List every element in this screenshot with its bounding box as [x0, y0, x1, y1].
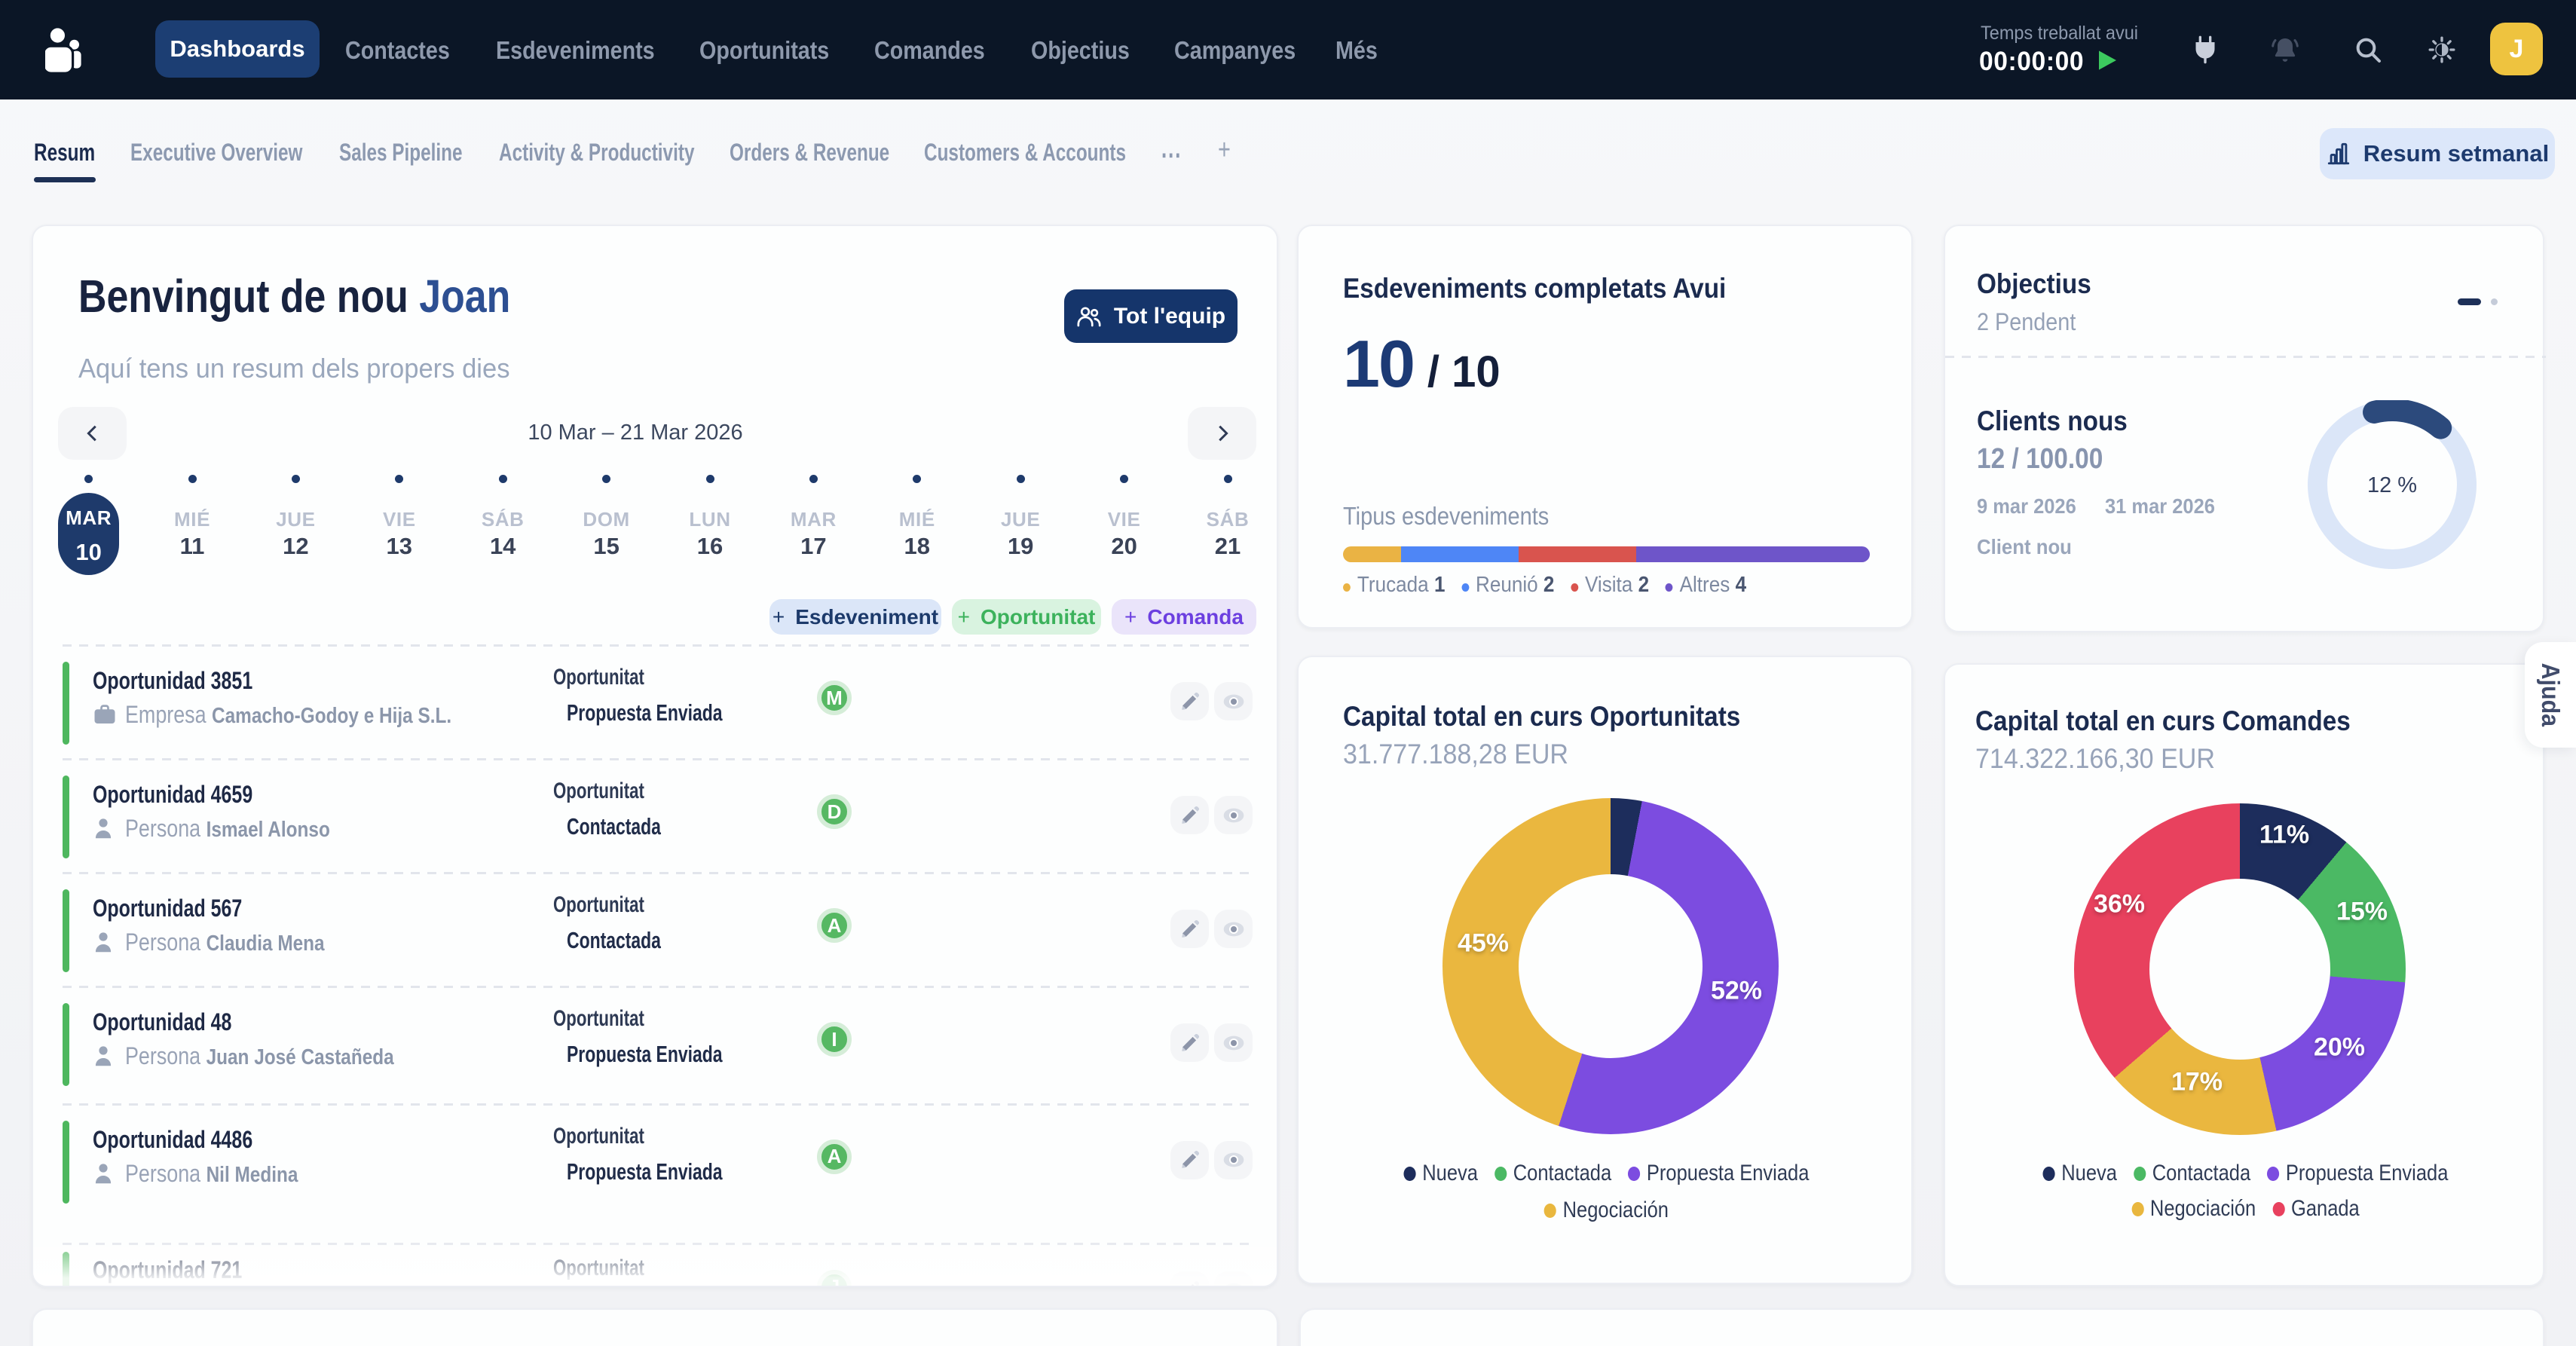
svg-text:12 %: 12 % [2367, 473, 2417, 497]
